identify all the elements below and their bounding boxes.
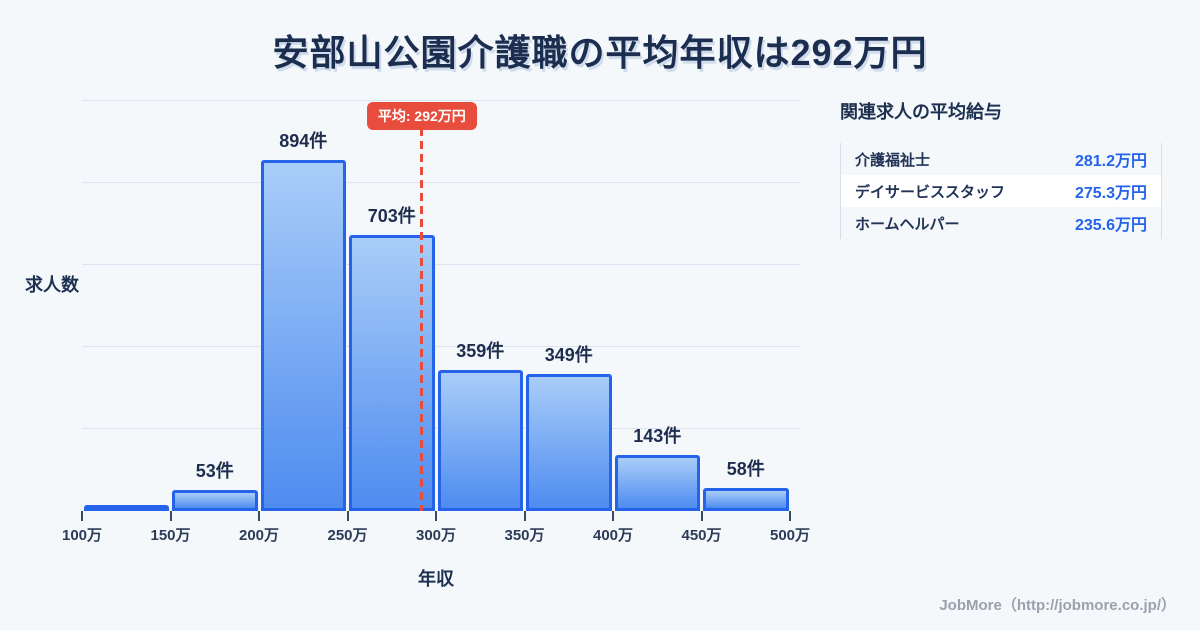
axis-tick bbox=[258, 511, 260, 521]
gridline bbox=[82, 346, 800, 347]
axis-tick bbox=[612, 511, 614, 521]
job-salary: 275.3万円 bbox=[1074, 185, 1147, 202]
gridline bbox=[82, 182, 800, 183]
related-jobs-list: 介護福祉士 281.2万円 デイサービススタッフ 275.3万円 ホームヘルパー… bbox=[840, 143, 1162, 239]
y-axis-label: 求人数 bbox=[25, 275, 79, 295]
job-name: デイサービススタッフ bbox=[855, 183, 1006, 201]
gridline bbox=[82, 100, 800, 101]
related-jobs-panel-title: 関連求人の平均給与 bbox=[840, 102, 1002, 122]
average-line bbox=[420, 128, 424, 511]
axis-tick bbox=[523, 511, 526, 521]
axis-tick-label: 100万 bbox=[61, 527, 103, 544]
axis-tick-label: 450万 bbox=[681, 527, 722, 544]
axis-tick bbox=[346, 511, 349, 521]
related-job-row: 介護福祉士 281.2万円 bbox=[841, 143, 1161, 175]
axis-tick-label: 500万 bbox=[769, 527, 811, 544]
page-title: 安部山公園介護職の平均年収は292万円 bbox=[272, 32, 928, 73]
job-name: 介護福祉士 bbox=[855, 151, 931, 169]
bar-count-label: 58件 bbox=[726, 459, 765, 480]
histogram-bar bbox=[614, 454, 700, 511]
x-axis-label: 年収 bbox=[418, 569, 454, 589]
axis-tick-label: 400万 bbox=[592, 527, 634, 544]
axis-tick bbox=[435, 511, 437, 521]
axis-tick-label: 250万 bbox=[327, 527, 368, 544]
related-jobs-panel: 関連求人の平均給与 介護福祉士 281.2万円 デイサービススタッフ 275.3… bbox=[840, 98, 1162, 239]
histogram-bar bbox=[526, 373, 612, 511]
axis-tick-label: 350万 bbox=[504, 527, 545, 544]
salary-histogram: 平均: 292万円 53件 894件 703件 359件 349件 143件 58件 100万… bbox=[62, 100, 810, 544]
bar-count-label: 143件 bbox=[633, 425, 682, 446]
axis-tick-label: 300万 bbox=[415, 527, 457, 544]
footer-credit: JobMore（http://jobmore.co.jp/） bbox=[939, 597, 1176, 614]
histogram-bar bbox=[437, 370, 523, 511]
histogram-bar bbox=[260, 160, 346, 511]
bar-count-label: 703件 bbox=[367, 206, 416, 226]
axis-tick-label: 150万 bbox=[150, 527, 191, 544]
gridline bbox=[82, 264, 800, 265]
histogram-bar bbox=[83, 505, 169, 511]
histogram-bar bbox=[172, 490, 258, 511]
related-job-row: デイサービススタッフ 275.3万円 bbox=[841, 175, 1161, 207]
histogram-bar bbox=[703, 488, 789, 511]
bar-count-label: 359件 bbox=[456, 341, 505, 362]
bar-count-label: 349件 bbox=[544, 344, 593, 365]
axis-tick bbox=[169, 511, 172, 521]
job-salary: 281.2万円 bbox=[1074, 153, 1147, 170]
job-name: ホームヘルパー bbox=[855, 215, 960, 233]
axis-tick bbox=[700, 511, 703, 521]
axis-tick bbox=[81, 511, 83, 521]
average-badge: 平均: 292万円 bbox=[366, 102, 477, 130]
bar-count-label: 894件 bbox=[279, 131, 328, 151]
axis-tick-label: 200万 bbox=[238, 527, 280, 544]
job-salary: 235.6万円 bbox=[1074, 217, 1147, 234]
axis-tick bbox=[789, 511, 791, 521]
bar-count-label: 53件 bbox=[195, 461, 234, 482]
related-job-row: ホームヘルパー 235.6万円 bbox=[841, 207, 1161, 239]
histogram-bar bbox=[349, 235, 435, 511]
